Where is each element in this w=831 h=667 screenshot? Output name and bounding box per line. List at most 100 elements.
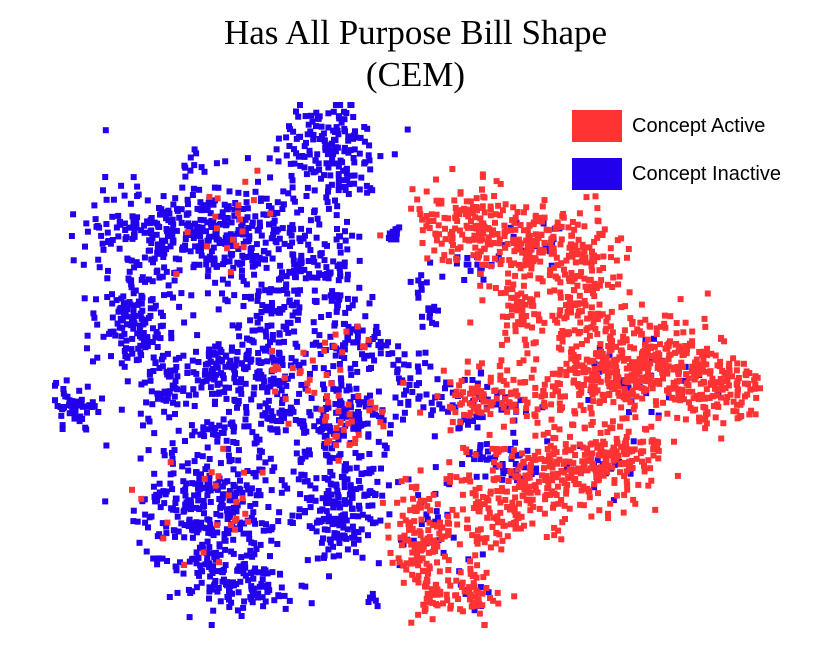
concept-active-point-394 — [575, 236, 582, 243]
concept-active-point-1344 — [541, 465, 547, 472]
concept-inactive-point-1125 — [250, 391, 257, 398]
concept-active-point-867 — [702, 394, 709, 401]
concept-active-point-1116 — [478, 393, 485, 400]
concept-active-point-515 — [552, 317, 559, 324]
concept-inactive-point-1000 — [286, 297, 293, 304]
concept-inactive-point-31 — [325, 184, 332, 191]
concept-inactive-point-1632 — [253, 492, 260, 499]
concept-inactive-point-699 — [132, 312, 139, 319]
concept-active-point-595 — [661, 312, 668, 319]
chart-title: Has All Purpose Bill Shape — [223, 13, 608, 52]
concept-inactive-point-1927 — [219, 568, 225, 575]
concept-inactive-point-1450 — [313, 405, 320, 412]
concept-active-point-1744 — [487, 595, 493, 601]
concept-active-point-108 — [414, 196, 421, 203]
concept-inactive-point-966 — [289, 312, 296, 319]
concept-active-point-1250 — [565, 474, 572, 481]
concept-inactive-point-787 — [99, 395, 105, 402]
concept-active-point-313 — [584, 287, 590, 293]
concept-active-point-882 — [690, 407, 697, 414]
concept-inactive-point-1105 — [253, 312, 260, 319]
concept-active-point-848 — [743, 372, 750, 379]
concept-inactive-point-2172 — [191, 162, 198, 169]
concept-active-point-1565 — [529, 520, 536, 527]
concept-active-point-243 — [496, 236, 503, 243]
concept-inactive-point-625 — [166, 291, 173, 298]
concept-inactive-point-375 — [174, 207, 181, 214]
concept-inactive-point-1903 — [271, 597, 278, 604]
concept-active-point-653 — [675, 386, 682, 393]
concept-inactive-mixed-point-58 — [477, 370, 484, 377]
concept-inactive-mixed-point-35 — [479, 414, 486, 421]
concept-inactive-point-1473 — [221, 424, 228, 431]
concept-active-point-1129 — [488, 402, 495, 409]
concept-inactive-point-642 — [140, 340, 147, 346]
concept-active-point-824 — [696, 370, 703, 377]
concept-inactive-point-1718 — [278, 489, 285, 496]
concept-inactive-point-2004 — [297, 459, 304, 465]
concept-inactive-point-2204 — [151, 493, 158, 500]
concept-active-point-1256 — [514, 466, 521, 473]
concept-inactive-point-426 — [165, 217, 172, 224]
concept-active-point-509 — [557, 307, 564, 314]
concept-inactive-point-475 — [225, 204, 232, 211]
concept-inactive-point-1924 — [233, 581, 240, 587]
concept-inactive-point-1828 — [235, 589, 242, 596]
concept-inactive-mixed-point-59 — [469, 377, 476, 383]
concept-inactive-point-2116 — [326, 573, 332, 580]
concept-inactive-point-910 — [222, 384, 229, 391]
concept-active-point-740 — [717, 376, 724, 382]
concept-active-point-657 — [653, 325, 660, 332]
concept-inactive-point-1586 — [163, 488, 170, 495]
concept-active-point-1409 — [615, 452, 622, 459]
concept-inactive-point-751 — [84, 383, 91, 390]
concept-inactive-point-2015 — [327, 539, 334, 546]
concept-active-point-783 — [707, 370, 713, 377]
concept-inactive-point-77 — [323, 160, 330, 167]
concept-inactive-point-1485 — [223, 437, 230, 444]
concept-active-point-1021 — [590, 375, 597, 382]
concept-inactive-point-748 — [135, 345, 142, 352]
concept-inactive-point-2031 — [309, 525, 316, 531]
concept-active-mixed-point-96 — [337, 366, 344, 373]
concept-inactive-mixed-point-135 — [480, 276, 487, 283]
concept-inactive-point-2079 — [338, 513, 345, 520]
concept-inactive-point-798 — [54, 403, 61, 409]
concept-inactive-point-965 — [263, 333, 270, 340]
concept-active-point-782 — [718, 435, 725, 442]
concept-inactive-point-1787 — [263, 521, 269, 528]
concept-active-point-503 — [565, 329, 572, 336]
concept-inactive-point-1364 — [392, 413, 399, 420]
concept-active-point-34 — [539, 203, 546, 210]
concept-inactive-point-2061 — [340, 518, 347, 525]
concept-active-point-1493 — [514, 511, 521, 518]
concept-active-point-1467 — [592, 439, 599, 446]
concept-inactive-point-647 — [90, 358, 96, 365]
concept-active-point-745 — [715, 379, 722, 386]
concept-active-point-898 — [692, 373, 699, 380]
concept-active-point-395 — [582, 259, 589, 266]
concept-inactive-point-450 — [211, 255, 218, 262]
concept-active-point-1653 — [411, 529, 418, 536]
concept-inactive-point-1017 — [276, 306, 283, 313]
concept-active-point-1623 — [421, 568, 428, 575]
concept-inactive-point-149 — [343, 110, 350, 116]
concept-inactive-point-113 — [304, 131, 311, 138]
concept-inactive-point-1240 — [352, 361, 359, 367]
concept-active-point-1326 — [577, 501, 584, 508]
concept-active-point-275 — [527, 243, 534, 250]
concept-inactive-point-857 — [165, 390, 172, 397]
concept-active-point-1523 — [527, 489, 534, 496]
concept-active-point-323 — [594, 217, 601, 224]
concept-inactive-point-1731 — [258, 420, 265, 427]
concept-inactive-point-1728 — [231, 424, 238, 431]
concept-inactive-point-449 — [163, 209, 170, 216]
concept-inactive-point-567 — [310, 255, 317, 261]
concept-active-point-914 — [634, 371, 640, 378]
concept-inactive-point-109 — [293, 108, 299, 115]
concept-active-point-1331 — [578, 487, 585, 494]
concept-inactive-point-988 — [249, 327, 256, 334]
concept-active-point-357 — [565, 253, 572, 260]
concept-inactive-point-1533 — [182, 486, 189, 493]
concept-active-point-270 — [502, 228, 509, 235]
